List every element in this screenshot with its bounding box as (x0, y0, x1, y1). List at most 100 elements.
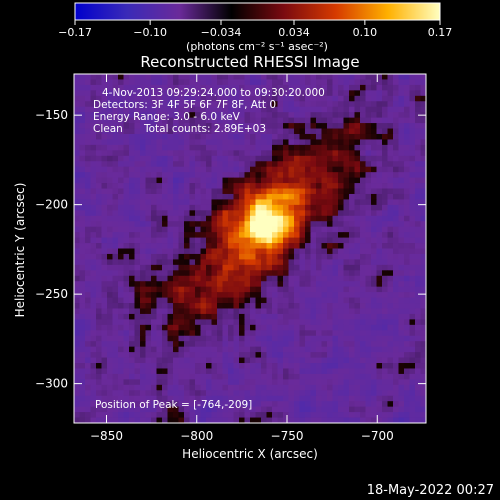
heatmap-cell (409, 232, 416, 238)
heatmap-cell (112, 384, 119, 391)
generation-timestamp: 18-May-2022 00:27 (367, 483, 494, 498)
heatmap-cell (85, 308, 91, 315)
heatmap-cell (123, 335, 130, 342)
heatmap-cell (338, 248, 344, 255)
heatmap-cell (167, 150, 174, 157)
heatmap-cell (354, 243, 361, 249)
heatmap-cell (250, 373, 256, 380)
heatmap-cell (239, 401, 245, 408)
heatmap-cell (316, 237, 322, 244)
heatmap-cell (96, 363, 102, 369)
heatmap-cell (200, 101, 207, 108)
heatmap-cell (74, 237, 80, 244)
heatmap-cell (360, 368, 366, 375)
heatmap-cell (365, 395, 372, 402)
heatmap-cell (239, 379, 245, 386)
heatmap-cell (101, 270, 108, 277)
heatmap-cell (376, 150, 383, 157)
heatmap-cell (156, 417, 163, 423)
heatmap-cell (195, 324, 201, 331)
heatmap-cell (173, 346, 179, 353)
heatmap-cell (96, 373, 102, 380)
heatmap-cell (118, 243, 124, 249)
heatmap-cell (85, 275, 91, 282)
heatmap-cell (173, 183, 179, 189)
heatmap-cell (371, 117, 377, 124)
heatmap-cell (162, 319, 168, 326)
heatmap-cell (305, 357, 311, 364)
heatmap-cell (85, 303, 91, 309)
heatmap-cell (404, 330, 410, 337)
heatmap-cell (189, 324, 196, 331)
heatmap-cell (211, 390, 218, 397)
heatmap-cell (310, 139, 317, 146)
heatmap-cell (195, 161, 201, 168)
heatmap-cell (217, 395, 223, 402)
heatmap-cell (420, 373, 426, 380)
heatmap-cell (409, 412, 416, 418)
heatmap-cell (305, 188, 311, 195)
heatmap-cell (200, 193, 207, 200)
heatmap-cell (376, 215, 383, 222)
heatmap-cell (255, 155, 262, 162)
heatmap-cell (327, 193, 333, 200)
heatmap-cell (250, 346, 256, 353)
heatmap-cell (156, 412, 163, 418)
heatmap-cell (420, 128, 426, 135)
heatmap-cell (244, 270, 251, 277)
heatmap-cell (283, 352, 289, 358)
heatmap-cell (85, 319, 91, 326)
heatmap-cell (184, 259, 190, 266)
heatmap-cell (398, 330, 405, 337)
heatmap-cell (277, 324, 284, 331)
heatmap-cell (228, 319, 234, 326)
annotation-energy-range: Energy Range: 3.0 - 6.0 keV (93, 111, 241, 123)
heatmap-cell (85, 406, 91, 413)
heatmap-cell (211, 357, 218, 364)
y-tick-label: −250 (35, 287, 68, 301)
heatmap-cell (376, 166, 383, 173)
heatmap-cell (134, 373, 141, 380)
heatmap-cell (294, 417, 300, 423)
heatmap-cell (415, 297, 421, 304)
heatmap-cell (404, 243, 410, 249)
heatmap-cell (101, 373, 108, 380)
heatmap-cell (233, 417, 240, 423)
heatmap-cell (140, 286, 146, 293)
heatmap-cell (96, 259, 102, 266)
heatmap-cell (74, 123, 80, 129)
heatmap-cell (365, 106, 372, 113)
heatmap-cell (277, 101, 284, 108)
heatmap-cell (250, 123, 256, 129)
heatmap-cell (288, 270, 295, 277)
heatmap-cell (101, 401, 108, 408)
heatmap-cell (189, 144, 196, 151)
heatmap-cell (255, 161, 262, 168)
heatmap-cell (134, 417, 141, 423)
heatmap-cell (151, 112, 157, 119)
heatmap-cell (404, 286, 410, 293)
heatmap-cell (184, 401, 190, 408)
heatmap-cell (228, 335, 234, 342)
heatmap-cell (217, 412, 223, 418)
heatmap-cell (321, 112, 328, 119)
heatmap-cell (332, 79, 339, 86)
heatmap-cell (101, 139, 108, 146)
heatmap-cell (349, 319, 355, 326)
heatmap-cell (277, 84, 284, 91)
heatmap-cell (74, 308, 80, 315)
heatmap-cell (409, 335, 416, 342)
heatmap-cell (239, 117, 245, 124)
heatmap-cell (211, 183, 218, 189)
heatmap-cell (349, 188, 355, 195)
heatmap-cell (338, 259, 344, 266)
heatmap-cell (310, 166, 317, 173)
heatmap-cell (239, 188, 245, 195)
heatmap-cell (420, 193, 426, 200)
heatmap-cell (420, 90, 426, 97)
heatmap-cell (266, 313, 273, 320)
heatmap-cell (134, 183, 141, 189)
heatmap-cell (74, 221, 80, 228)
heatmap-cell (266, 357, 273, 364)
heatmap-cell (354, 215, 361, 222)
